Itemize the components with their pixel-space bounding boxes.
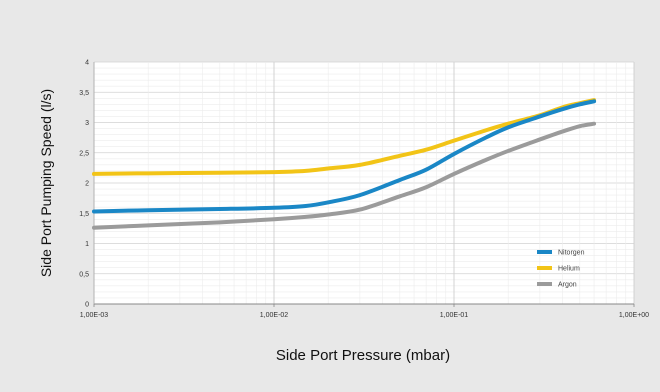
y-tick-label: 2 — [85, 181, 89, 188]
x-tick-label: 1,00E+00 — [619, 312, 649, 319]
series-lines — [92, 98, 597, 230]
x-tick-label: 1,00E-03 — [80, 312, 109, 319]
y-tick-label: 1,5 — [79, 211, 89, 218]
legend-label-argon: Argon — [558, 282, 577, 289]
x-tick-label: 1,00E-01 — [440, 312, 469, 319]
legend: Nitorgen Helium Argon — [537, 250, 585, 289]
y-tick-label: 3 — [85, 120, 89, 127]
x-axis-ticks: 1,00E-03 1,00E-02 1,00E-01 1,00E+00 — [80, 304, 649, 319]
y-tick-label: 4 — [85, 60, 89, 67]
y-axis-ticks: 0 0,5 1 1,5 2 2,5 3 3,5 4 — [79, 60, 89, 309]
legend-label-helium: Helium — [558, 266, 580, 273]
x-axis-title: Side Port Pressure (mbar) — [276, 347, 450, 364]
y-tick-label: 2,5 — [79, 150, 89, 157]
y-axis-title: Side Port Pumping Speed (l/s) — [38, 89, 54, 277]
series-line-argon — [92, 121, 597, 230]
x-tick-label: 1,00E-02 — [260, 312, 289, 319]
y-tick-label: 1 — [85, 241, 89, 248]
grid-lines — [93, 61, 635, 305]
y-tick-label: 0,5 — [79, 271, 89, 278]
series-line-nitorgen — [92, 99, 597, 214]
legend-label-nitorgen: Nitorgen — [558, 250, 585, 257]
y-tick-label: 3,5 — [79, 90, 89, 97]
y-tick-label: 0 — [85, 302, 89, 309]
